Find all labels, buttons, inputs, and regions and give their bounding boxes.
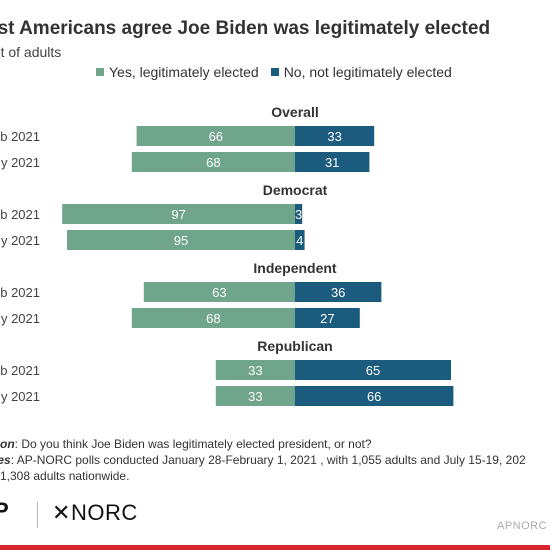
data-label-no: 66 <box>367 389 381 404</box>
data-label-no: 31 <box>325 155 339 170</box>
bar-no <box>295 230 305 250</box>
data-label-yes: 97 <box>171 207 185 222</box>
bar-no <box>295 282 382 302</box>
legend-swatch-no <box>270 68 279 76</box>
source-text-line2: 1,308 adults nationwide. <box>0 469 130 483</box>
bar-yes <box>143 282 295 302</box>
footer-accent-bar <box>0 545 550 550</box>
ap-logo: P <box>0 498 10 524</box>
norc-logo: ✕NORC <box>52 500 138 526</box>
bar-yes <box>67 230 295 250</box>
chart-title: ost Americans agree Joe Biden was legiti… <box>0 18 491 39</box>
data-label-yes: 63 <box>212 285 226 300</box>
norc-star-icon: ✕ <box>52 500 71 525</box>
source-note: rces: AP-NORC polls conducted January 28… <box>0 452 526 468</box>
data-label-yes: 68 <box>206 155 220 170</box>
bar-no <box>295 204 303 224</box>
group-header: Overall <box>271 104 318 120</box>
bar-yes <box>131 152 295 172</box>
data-label-yes: 33 <box>248 389 262 404</box>
logo-row: P ✕NORC <box>0 498 550 528</box>
bar-no <box>295 386 454 406</box>
norc-logo-text: NORC <box>70 500 138 525</box>
data-label-no: 4 <box>296 233 303 248</box>
group-header: Democrat <box>263 182 328 198</box>
question-text: : Do you think Joe Biden was legitimatel… <box>14 437 372 451</box>
source-label: rces <box>0 453 11 467</box>
row-label: y 2021 <box>1 389 40 404</box>
data-label-yes: 33 <box>248 363 262 378</box>
row-label: y 2021 <box>1 311 40 326</box>
data-label-no: 65 <box>366 363 380 378</box>
data-label-no: 36 <box>331 285 345 300</box>
diverging-bar-chart: Overall b 2021 66 33 y 2021 68 31 Democrat b 202… <box>0 104 454 406</box>
bar-yes <box>62 204 296 224</box>
bar-no <box>295 126 375 146</box>
question-note: stion: Do you think Joe Biden was legiti… <box>0 436 526 452</box>
legend-swatch-yes <box>96 68 104 76</box>
bar-no <box>295 308 360 328</box>
logo-divider <box>37 502 38 528</box>
chart-subtitle: cent of adults <box>0 44 62 60</box>
footer-tag: APNORC <box>497 520 548 532</box>
chart-notes: stion: Do you think Joe Biden was legiti… <box>0 436 526 484</box>
bar-no <box>295 152 370 172</box>
legend-item-no: No, not legitimately elected <box>270 64 452 80</box>
data-label-no: 33 <box>327 129 341 144</box>
legend-label-yes: Yes, legitimately elected <box>109 64 259 80</box>
row-label: y 2021 <box>1 233 40 248</box>
data-label-yes: 68 <box>206 311 220 326</box>
data-label-no: 3 <box>295 207 302 222</box>
row-label: b 2021 <box>0 129 40 144</box>
data-label-yes: 66 <box>209 129 223 144</box>
legend-item-yes: Yes, legitimately elected <box>96 64 259 80</box>
legend: Yes, legitimately elected No, not legiti… <box>96 64 452 80</box>
data-label-no: 27 <box>320 311 334 326</box>
row-label: b 2021 <box>0 207 40 222</box>
data-label-yes: 95 <box>174 233 188 248</box>
source-text: : AP-NORC polls conducted January 28-Feb… <box>10 453 526 467</box>
group-header: Independent <box>253 260 337 276</box>
ap-logo-letter: P <box>0 498 10 523</box>
bar-no <box>295 360 451 380</box>
bar-yes <box>215 386 295 406</box>
bar-yes <box>131 308 295 328</box>
row-label: b 2021 <box>0 285 40 300</box>
legend-label-no: No, not legitimately elected <box>283 64 452 80</box>
question-label: stion <box>0 437 15 451</box>
source-note-line2: 1,308 adults nationwide. <box>0 468 526 484</box>
bar-yes <box>136 126 295 146</box>
bar-yes <box>215 360 295 380</box>
row-label: y 2021 <box>1 155 40 170</box>
row-label: b 2021 <box>0 363 40 378</box>
group-header: Republican <box>257 338 332 354</box>
